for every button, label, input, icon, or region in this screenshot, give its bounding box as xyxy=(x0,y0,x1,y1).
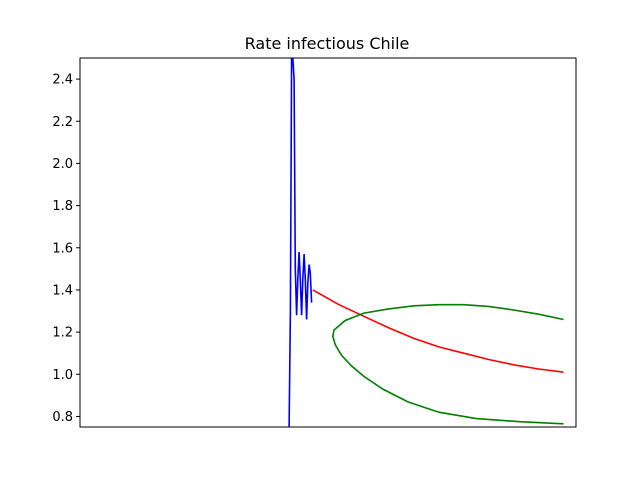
y-tick-label: 1.0 xyxy=(52,368,73,383)
plot-area xyxy=(288,58,564,427)
y-tick-label: 2.4 xyxy=(52,73,73,88)
y-tick-label: 1.2 xyxy=(52,326,73,341)
series-line-3 xyxy=(331,303,564,425)
y-tick-label: 0.8 xyxy=(52,410,73,425)
y-tick-label: 2.0 xyxy=(52,157,73,172)
series-line-1 xyxy=(288,58,313,427)
y-tick-label: 1.4 xyxy=(52,283,73,298)
chart-title: Rate infectious Chile xyxy=(245,34,410,53)
plot-frame xyxy=(79,57,577,428)
y-tick-label: 1.6 xyxy=(52,241,73,256)
y-axis: 0.8 1.0 1.2 1.4 1.6 1.8 2.0 2.2 2.4 xyxy=(52,73,80,425)
y-tick-label: 1.8 xyxy=(52,199,73,214)
series-line-2 xyxy=(312,289,564,373)
y-tick-label: 2.2 xyxy=(52,115,73,130)
